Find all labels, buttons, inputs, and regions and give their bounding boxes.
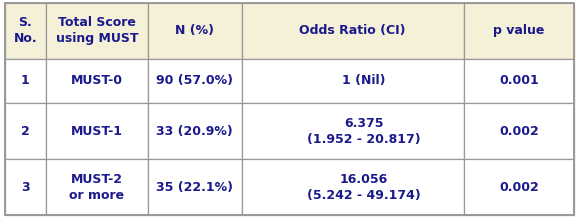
Text: MUST-0: MUST-0 <box>71 75 123 87</box>
Bar <box>46 159 148 215</box>
Bar <box>5 103 46 159</box>
Text: 35 (22.1%): 35 (22.1%) <box>156 181 233 194</box>
Bar <box>464 159 574 215</box>
Text: S.
No.: S. No. <box>14 16 37 45</box>
Text: Odds Ratio (CI): Odds Ratio (CI) <box>299 24 406 37</box>
Text: MUST-2
or more: MUST-2 or more <box>69 173 124 202</box>
Text: 16.056
(5.242 - 49.174): 16.056 (5.242 - 49.174) <box>307 173 421 202</box>
Bar <box>46 103 148 159</box>
Bar <box>464 59 574 103</box>
Text: 1: 1 <box>21 75 30 87</box>
Text: 0.001: 0.001 <box>499 75 539 87</box>
Text: N (%): N (%) <box>175 24 214 37</box>
Text: 0.002: 0.002 <box>499 125 539 138</box>
Text: 33 (20.9%): 33 (20.9%) <box>156 125 233 138</box>
Bar <box>5 159 46 215</box>
Bar <box>241 3 464 59</box>
Bar <box>5 59 46 103</box>
Bar <box>464 3 574 59</box>
Text: 3: 3 <box>21 181 30 194</box>
Text: 90 (57.0%): 90 (57.0%) <box>156 75 233 87</box>
Text: MUST-1: MUST-1 <box>71 125 123 138</box>
Bar <box>148 3 241 59</box>
Bar <box>148 59 241 103</box>
Text: p value: p value <box>493 24 545 37</box>
Bar <box>46 59 148 103</box>
Bar <box>241 59 464 103</box>
Text: Total Score
using MUST: Total Score using MUST <box>56 16 138 45</box>
Text: 1 (Nil): 1 (Nil) <box>342 75 386 87</box>
Bar <box>5 3 46 59</box>
Bar <box>148 103 241 159</box>
Bar <box>148 159 241 215</box>
Bar <box>464 103 574 159</box>
Bar <box>241 159 464 215</box>
Bar <box>241 103 464 159</box>
Text: 0.002: 0.002 <box>499 181 539 194</box>
Text: 6.375
(1.952 - 20.817): 6.375 (1.952 - 20.817) <box>307 117 421 146</box>
Bar <box>46 3 148 59</box>
Text: 2: 2 <box>21 125 30 138</box>
